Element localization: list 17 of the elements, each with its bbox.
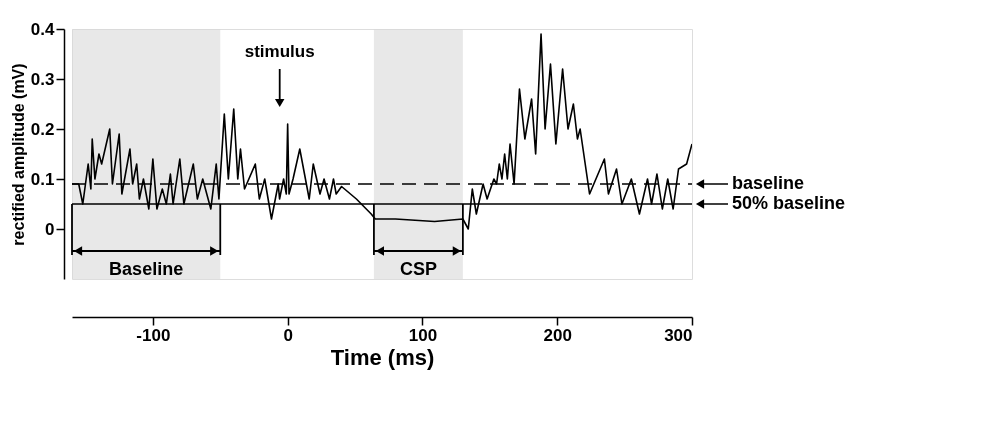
- y-tick-label: 0.3: [30, 69, 55, 89]
- x-tick-label: 100: [408, 325, 438, 345]
- band-label: Baseline: [109, 259, 184, 279]
- y-tick-label: 0.4: [30, 19, 56, 39]
- y-axis-title: rectified amplitude (mV): [9, 63, 27, 246]
- x-tick-label: 300: [664, 325, 693, 345]
- x-tick-label: 0: [283, 325, 293, 345]
- x-tick-label: -100: [136, 325, 171, 345]
- x-tick-label: 200: [543, 325, 572, 345]
- ref-line-label: 50% baseline: [732, 193, 846, 213]
- ref-line-label: baseline: [732, 173, 805, 193]
- y-tick-label: 0: [45, 219, 55, 239]
- band-label: CSP: [399, 259, 437, 279]
- x-axis-title: Time (ms): [330, 344, 435, 370]
- y-tick-label: 0.1: [30, 169, 55, 189]
- annotation: stimulus: [244, 42, 315, 61]
- y-tick-label: 0.2: [30, 119, 55, 139]
